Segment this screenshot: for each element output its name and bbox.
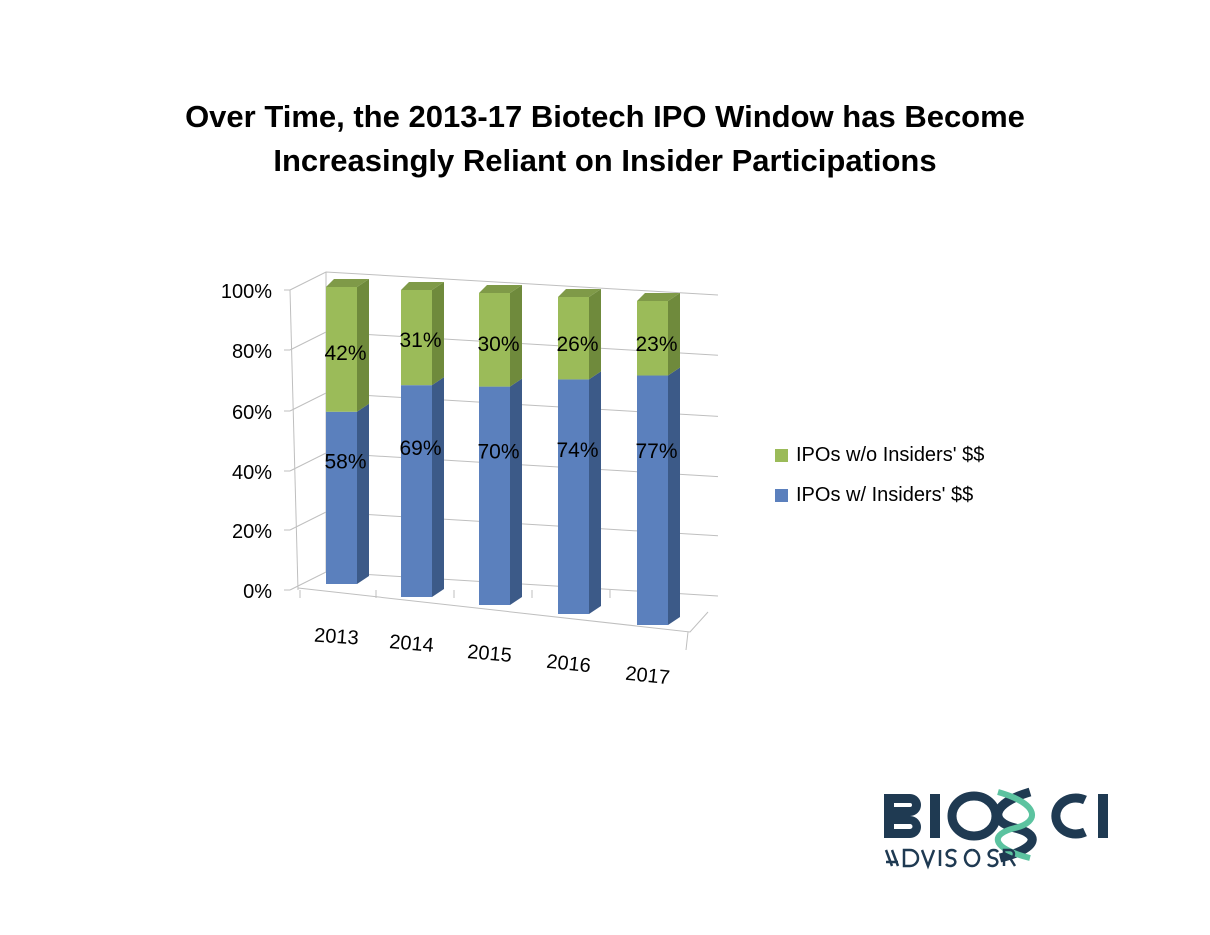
y-tick-label: 80% — [232, 341, 272, 363]
legend-swatch-blue — [775, 489, 788, 502]
bar-with-insiders — [479, 386, 510, 605]
data-label-with-insiders: 77% — [635, 440, 677, 463]
legend-label: IPOs w/ Insiders' $$ — [796, 484, 974, 506]
x-tick-label: 2016 — [545, 651, 592, 678]
y-tick-label: 100% — [221, 281, 272, 303]
floor-edge — [297, 587, 709, 633]
bar-top — [326, 279, 369, 287]
bar-without-insiders — [479, 293, 510, 387]
data-label-without-insiders: 26% — [556, 333, 598, 356]
data-label-with-insiders: 69% — [399, 437, 441, 460]
data-label-without-insiders: 31% — [399, 329, 441, 352]
y-tick-label: 0% — [243, 581, 272, 603]
bar-without-insiders — [326, 287, 357, 412]
bar-top — [401, 282, 444, 290]
legend-swatch-green — [775, 449, 788, 462]
y-tick-label: 60% — [232, 402, 272, 424]
data-label-with-insiders: 74% — [556, 439, 598, 462]
legend-item-with-insiders: IPOs w/ Insiders' $$ — [775, 484, 973, 507]
data-label-without-insiders: 42% — [324, 342, 366, 365]
x-tick-label: 2013 — [313, 624, 359, 649]
legend-item-without-insiders: IPOs w/o Insiders' $$ — [775, 444, 984, 467]
bar-with-insiders — [326, 411, 357, 584]
data-label-with-insiders: 70% — [477, 441, 519, 464]
data-label-without-insiders: 30% — [477, 333, 519, 356]
x-tick-label: 2014 — [388, 631, 434, 657]
bar-without-insiders — [558, 297, 589, 380]
bar-side-without-insiders — [589, 289, 601, 380]
bar-with-insiders — [637, 375, 668, 625]
bar-with-insiders — [558, 379, 589, 614]
bar-side-with-insiders — [357, 403, 369, 584]
bar-top — [637, 293, 680, 301]
chart-title-line2: Increasingly Reliant on Insider Particip… — [273, 143, 937, 178]
bar-top — [479, 285, 522, 293]
bar-side-with-insiders — [432, 377, 444, 597]
bar-without-insiders — [637, 301, 668, 376]
x-tick-label: 2017 — [624, 663, 671, 690]
biosci-advisors-logo — [884, 787, 1108, 870]
bar-side-with-insiders — [510, 378, 522, 605]
bar-side-with-insiders — [589, 371, 601, 614]
chart-title-line1: Over Time, the 2013-17 Biotech IPO Windo… — [185, 99, 1025, 134]
floor-edge — [685, 631, 689, 651]
bar-top — [558, 289, 601, 297]
bar-side-without-insiders — [668, 293, 680, 376]
bar-side-without-insiders — [357, 279, 369, 412]
data-label-without-insiders: 23% — [635, 333, 677, 356]
y-tick-label: 40% — [232, 462, 272, 484]
legend-label: IPOs w/o Insiders' $$ — [796, 444, 985, 466]
bar-with-insiders — [401, 385, 432, 597]
bar-side-with-insiders — [668, 367, 680, 625]
logo-wordmark — [884, 787, 1108, 870]
bar-side-without-insiders — [432, 282, 444, 386]
y-axis — [289, 289, 299, 591]
y-tick-label: 20% — [232, 521, 272, 543]
bar-without-insiders — [401, 290, 432, 386]
x-tick-label: 2015 — [466, 641, 512, 667]
bar-side-without-insiders — [510, 285, 522, 387]
data-label-with-insiders: 58% — [324, 451, 366, 474]
